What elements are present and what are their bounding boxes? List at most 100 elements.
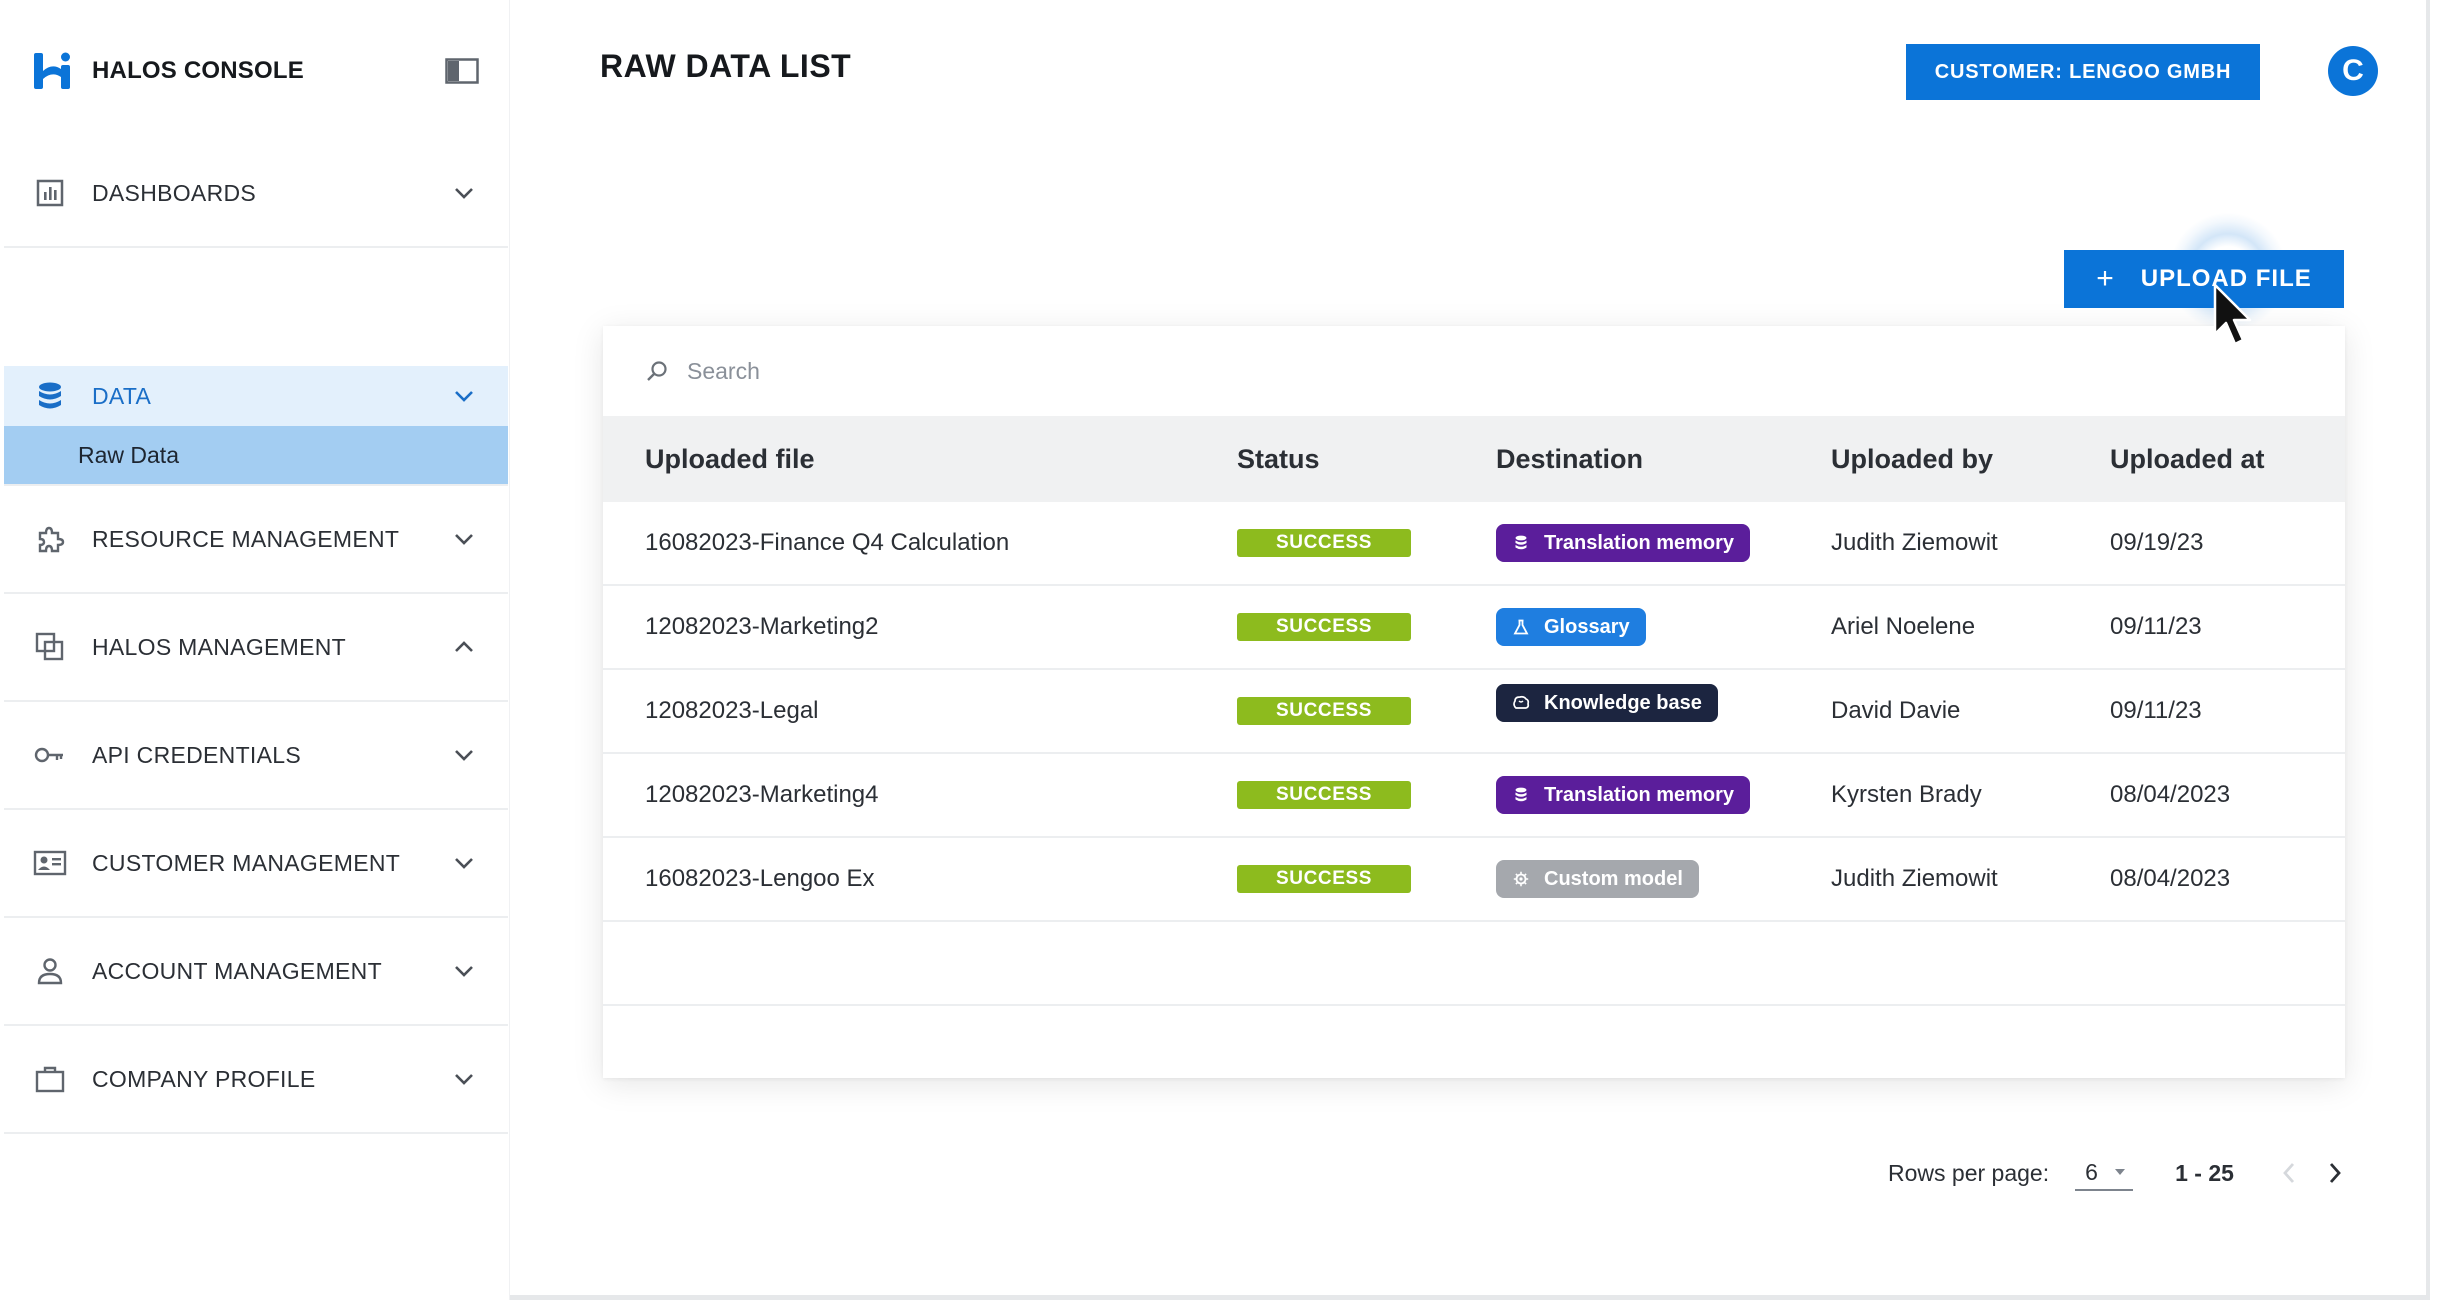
cell-uploaded-file: 16082023-Finance Q4 Calculation	[645, 529, 1010, 556]
status-badge: SUCCESS	[1237, 613, 1411, 641]
bar-chart-icon	[32, 175, 68, 211]
chevron-down-icon[interactable]	[450, 957, 478, 985]
cell-uploaded-by: Ariel Noelene	[1831, 613, 1976, 640]
sidebar-item-label: HALOS MANAGEMENT	[92, 633, 347, 660]
id-card-icon	[32, 845, 68, 881]
cell-destination: Translation memory	[1496, 754, 1751, 836]
column-header-destination[interactable]: Destination	[1496, 443, 1644, 474]
sidebar-subitem-raw-data[interactable]: Raw Data	[4, 426, 508, 486]
sidebar-collapse-button[interactable]	[444, 56, 480, 86]
caret-down-icon	[2114, 1169, 2125, 1175]
chevron-down-icon[interactable]	[450, 525, 478, 553]
cell-uploaded-at: 09/11/23	[2110, 613, 2202, 640]
column-header-uploaded-by[interactable]: Uploaded by	[1831, 443, 1994, 474]
sidebar-item-label: RESOURCE MANAGEMENT	[92, 525, 400, 552]
briefcase-icon	[32, 1061, 68, 1097]
column-header-status[interactable]: Status	[1237, 443, 1320, 474]
sidebar-item-account-management[interactable]: ACCOUNT MANAGEMENT	[4, 918, 508, 1026]
destination-badge: Translation memory	[1496, 776, 1751, 814]
cell-status: SUCCESS	[1237, 586, 1411, 668]
cell-uploaded-at: 09/11/23	[2110, 697, 2202, 724]
pagination: Rows per page: 6 1 - 25	[1888, 1150, 2350, 1196]
rows-per-page-value: 6	[2085, 1158, 2098, 1185]
customer-select-button[interactable]: CUSTOMER: LENGOO GMBH	[1906, 44, 2260, 100]
avatar[interactable]: C	[2328, 46, 2378, 96]
sidebar-item-label: ACCOUNT MANAGEMENT	[92, 957, 382, 984]
next-page-button[interactable]	[2320, 1158, 2350, 1188]
database-icon	[1512, 534, 1530, 552]
table-row[interactable]: 16082023-Finance Q4 Calculation SUCCESS …	[603, 502, 2345, 586]
chevron-down-icon[interactable]	[450, 382, 478, 410]
sidebar-item-resource-management[interactable]: RESOURCE MANAGEMENT	[4, 486, 508, 594]
sidebar-item-data[interactable]: DATA	[4, 366, 508, 426]
rows-per-page-select[interactable]: 6	[2075, 1155, 2134, 1191]
user-icon	[32, 953, 68, 989]
gear-icon	[1512, 870, 1530, 888]
sidebar-item-dashboards[interactable]: DASHBOARDS	[4, 140, 508, 248]
status-badge: SUCCESS	[1237, 697, 1411, 725]
table-row[interactable]: 12082023-Marketing2 SUCCESS Glossary Ari…	[603, 586, 2345, 670]
sidebar-item-api-credentials[interactable]: API CREDENTIALS	[4, 702, 508, 810]
column-header-uploaded-file[interactable]: Uploaded file	[645, 443, 815, 474]
cell-uploaded-file: 12082023-Legal	[645, 697, 819, 724]
puzzle-icon	[32, 521, 68, 557]
destination-label: Translation memory	[1544, 531, 1735, 554]
destination-badge: Knowledge base	[1496, 684, 1718, 722]
status-badge: SUCCESS	[1237, 781, 1411, 809]
sidebar-item-customer-management[interactable]: CUSTOMER MANAGEMENT	[4, 810, 508, 918]
column-header-uploaded-at[interactable]: Uploaded at	[2110, 443, 2265, 474]
flask-icon	[1512, 618, 1530, 636]
cell-uploaded-at: 08/04/2023	[2110, 865, 2231, 892]
page-title: RAW DATA LIST	[600, 48, 852, 84]
cell-uploaded-file: 12082023-Marketing2	[645, 613, 879, 640]
sidebar-nav: DASHBOARDS DATA Raw Data RESOURCE MANAGE…	[4, 140, 508, 1134]
upload-file-button[interactable]: + UPLOAD FILE	[2064, 250, 2344, 308]
cell-uploaded-file: 16082023-Lengoo Ex	[645, 865, 875, 892]
search-input[interactable]	[687, 357, 1387, 385]
cell-status: SUCCESS	[1237, 502, 1411, 584]
sidebar-item-halos-management[interactable]: HALOS MANAGEMENT	[4, 594, 508, 702]
layers-icon	[32, 629, 68, 665]
cell-uploaded-at: 08/04/2023	[2110, 781, 2231, 808]
cell-status: SUCCESS	[1237, 670, 1411, 752]
sidebar-toggle-icon	[445, 58, 479, 84]
previous-page-button[interactable]	[2274, 1158, 2304, 1188]
page-range: 1 - 25	[2175, 1159, 2234, 1186]
brand-name: HALOS CONSOLE	[92, 57, 304, 84]
destination-badge: Glossary	[1496, 608, 1646, 646]
brain-icon	[1512, 694, 1530, 712]
destination-label: Glossary	[1544, 615, 1630, 638]
chevron-up-icon[interactable]	[450, 633, 478, 661]
sidebar-item-label: COMPANY PROFILE	[92, 1065, 316, 1092]
cell-uploaded-by: Judith Ziemowit	[1831, 529, 1998, 556]
database-icon	[32, 378, 68, 414]
cell-destination: Translation memory	[1496, 502, 1751, 584]
status-badge: SUCCESS	[1237, 865, 1411, 893]
chevron-down-icon[interactable]	[450, 1065, 478, 1093]
chevron-down-icon[interactable]	[450, 741, 478, 769]
destination-label: Custom model	[1544, 867, 1683, 890]
chevron-down-icon[interactable]	[450, 179, 478, 207]
chevron-down-icon[interactable]	[450, 849, 478, 877]
key-icon	[32, 737, 68, 773]
cell-status: SUCCESS	[1237, 754, 1411, 836]
cell-uploaded-file: 12082023-Marketing4	[645, 781, 879, 808]
upload-file-label: UPLOAD FILE	[2140, 265, 2312, 292]
table-row-empty	[603, 922, 2345, 1006]
table-row[interactable]: 12082023-Legal SUCCESS Knowledge base Da…	[603, 670, 2345, 754]
table-header: Uploaded file Status Destination Uploade…	[603, 416, 2345, 502]
table-row[interactable]: 16082023-Lengoo Ex SUCCESS Custom model …	[603, 838, 2345, 922]
cell-uploaded-by: David Davie	[1831, 697, 1961, 724]
table-row[interactable]: 12082023-Marketing4 SUCCESS Translation …	[603, 754, 2345, 838]
search-bar	[603, 326, 2345, 416]
chevron-left-icon	[2283, 1163, 2294, 1183]
cell-uploaded-by: Judith Ziemowit	[1831, 865, 1998, 892]
plus-icon: +	[2096, 262, 2115, 295]
brand[interactable]: HALOS CONSOLE	[30, 46, 304, 96]
sidebar-item-company-profile[interactable]: COMPANY PROFILE	[4, 1026, 508, 1134]
destination-badge: Translation memory	[1496, 524, 1751, 562]
rows-per-page-label: Rows per page:	[1888, 1159, 2050, 1186]
destination-badge: Custom model	[1496, 860, 1699, 898]
sidebar-item-label: API CREDENTIALS	[92, 741, 301, 768]
